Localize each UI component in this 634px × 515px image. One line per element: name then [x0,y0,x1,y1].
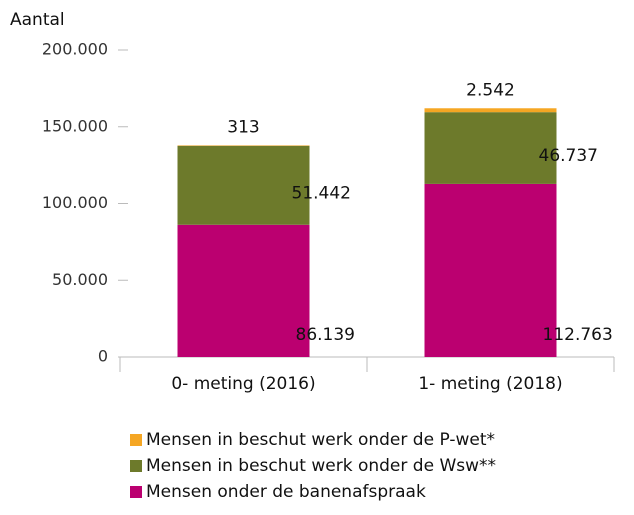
y-tick-label: 50.000 [52,270,108,289]
legend-swatch [130,486,142,498]
legend-swatch [130,434,142,446]
bar-segment [425,108,557,112]
x-tick-label: 0- meting (2016) [171,374,315,394]
value-label: 112.763 [543,325,613,345]
legend-label: Mensen onder de banenafspraak [146,482,426,502]
legend-swatch [130,460,142,472]
value-label: 313 [227,117,259,137]
value-label: 2.542 [466,80,515,100]
bar-segment [425,184,557,357]
y-tick-label: 150.000 [42,116,108,135]
y-tick-label: 200.000 [42,40,108,59]
bar-segment [425,112,557,184]
legend-label: Mensen in beschut werk onder de P-wet* [146,430,495,450]
value-label: 51.442 [292,183,351,203]
bar-segment [178,146,310,225]
y-tick-label: 100.000 [42,193,108,212]
x-tick-label: 1- meting (2018) [418,374,562,394]
legend-label: Mensen in beschut werk onder de Wsw** [146,456,496,476]
bar-segment [178,225,310,357]
value-label: 46.737 [539,146,598,166]
value-label: 86.139 [296,325,355,345]
y-axis-label: Aantal [10,10,65,30]
y-tick-label: 0 [98,347,108,366]
